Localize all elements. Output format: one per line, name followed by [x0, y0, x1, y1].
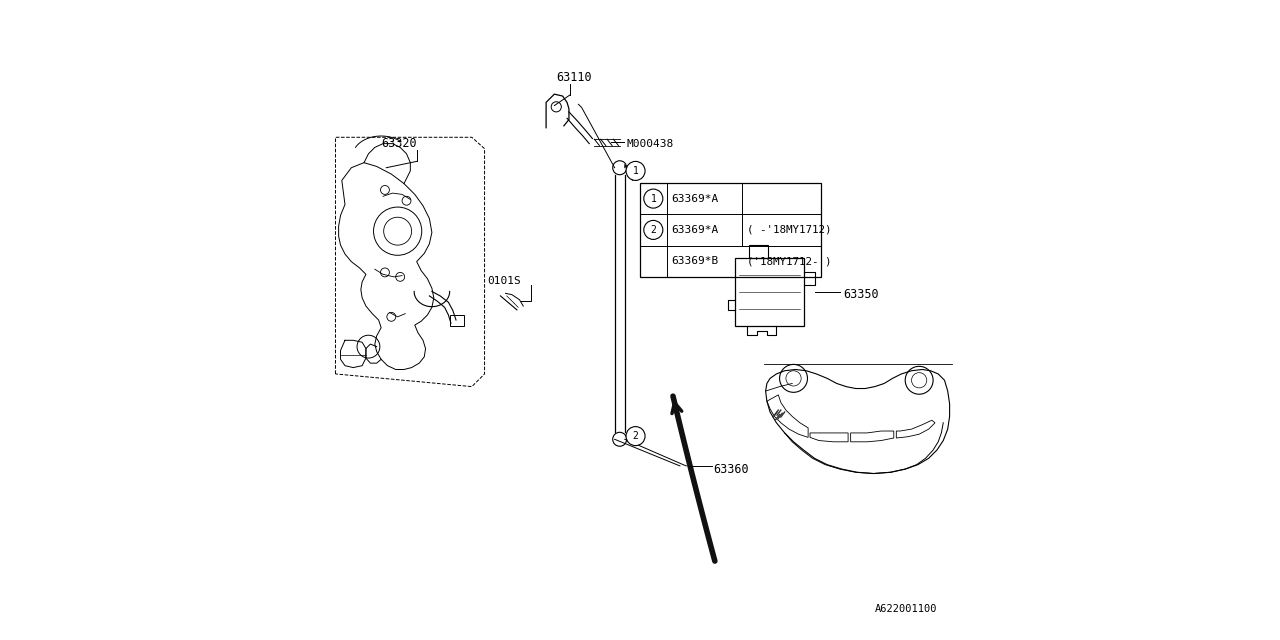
Text: 63350: 63350: [844, 288, 878, 301]
Circle shape: [644, 189, 663, 208]
Text: 63110: 63110: [557, 71, 591, 84]
Text: ( -'18MY1712): ( -'18MY1712): [746, 225, 831, 235]
Text: 63360: 63360: [713, 463, 749, 476]
Text: 1: 1: [650, 194, 657, 204]
Text: M000438: M000438: [626, 139, 673, 148]
Text: 63369*A: 63369*A: [672, 225, 719, 235]
Text: 63369*A: 63369*A: [672, 194, 719, 204]
Text: ('18MY1712- ): ('18MY1712- ): [746, 256, 831, 266]
Circle shape: [626, 427, 645, 445]
Text: 2: 2: [632, 431, 639, 441]
Circle shape: [626, 161, 645, 180]
Text: 2: 2: [650, 225, 657, 235]
Text: 0101S: 0101S: [488, 276, 521, 285]
Text: A622001100: A622001100: [874, 604, 937, 614]
Circle shape: [644, 220, 663, 239]
Text: 63320: 63320: [381, 137, 417, 150]
Text: 1: 1: [632, 166, 639, 176]
Text: 63369*B: 63369*B: [672, 256, 719, 266]
